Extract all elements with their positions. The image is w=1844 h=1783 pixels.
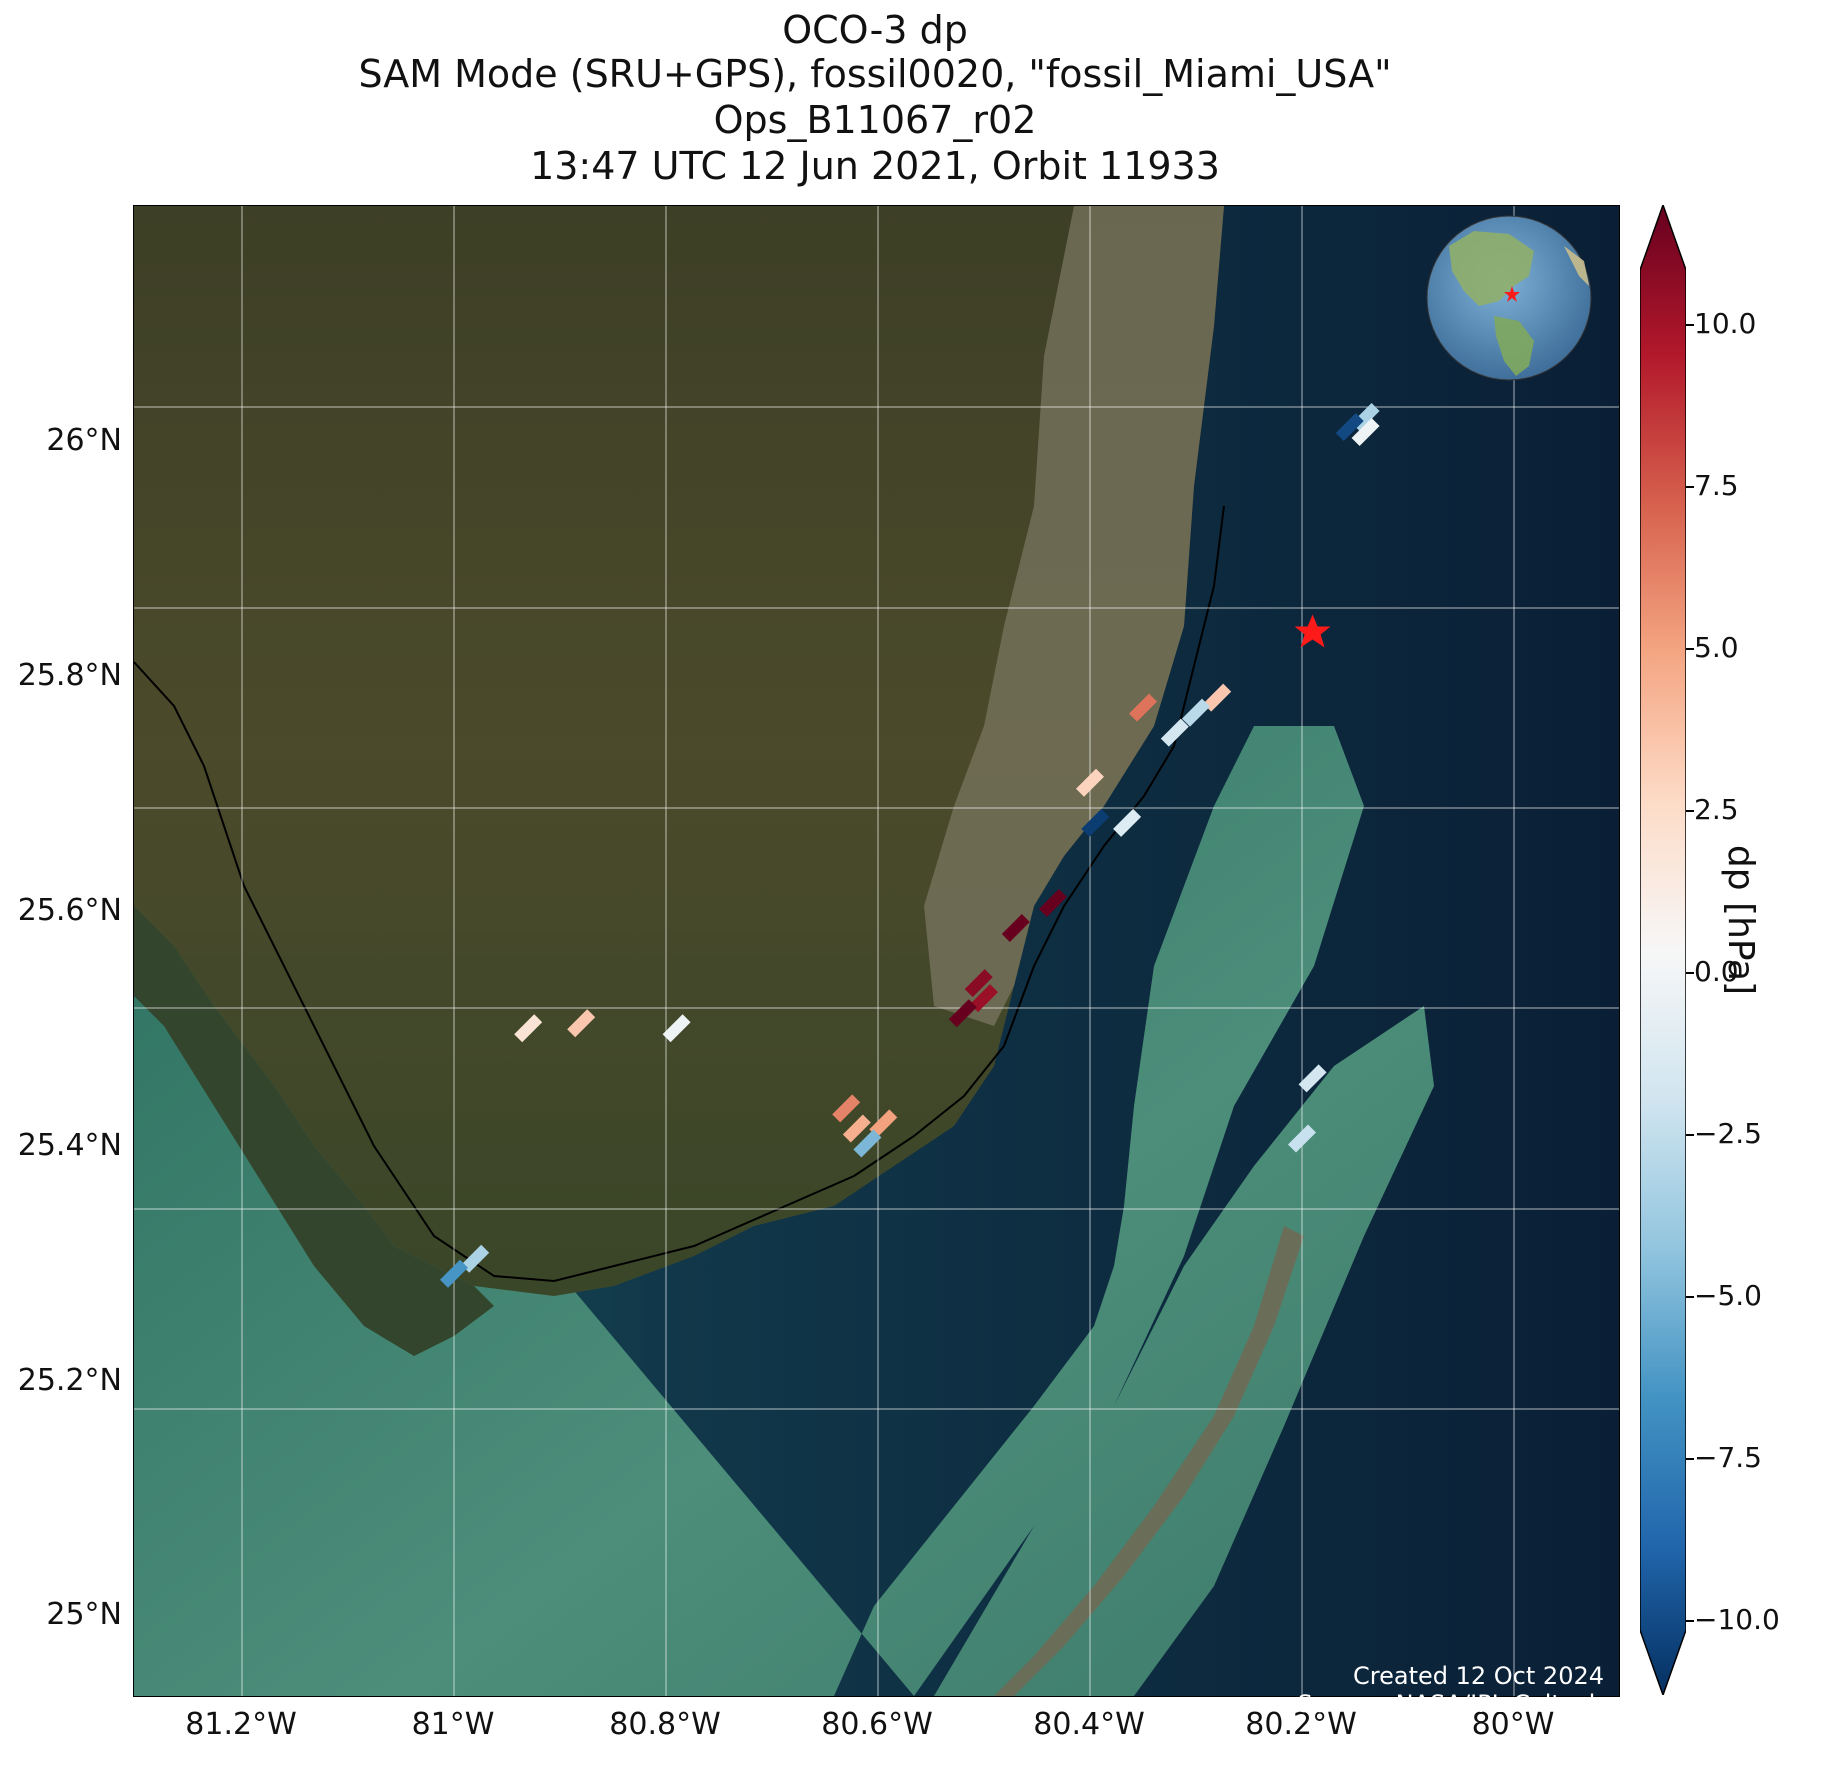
shallow-water (134, 726, 1434, 1696)
colorbar-tick: 5.0 (1694, 631, 1739, 664)
sounding-footprint[interactable] (1076, 768, 1104, 797)
urban-area (924, 206, 1224, 1026)
sounding-footprint[interactable] (970, 984, 998, 1013)
source-credit: Source: NASA/JPL-Caltech (1297, 1690, 1604, 1718)
globe-inset (1426, 215, 1592, 381)
lon-tick-label: 80.4°W (1033, 1707, 1145, 1742)
lat-tick-label: 25.2°N (17, 1363, 122, 1398)
lon-tick-label: 80.8°W (609, 1707, 721, 1742)
sounding-footprint[interactable] (1182, 698, 1210, 727)
colorbar-tick: −10.0 (1694, 1603, 1780, 1636)
lat-tick-label: 25°N (46, 1597, 122, 1632)
sounding-footprint[interactable] (1113, 808, 1142, 837)
gridlines (134, 206, 1619, 1696)
sounding-footprint[interactable] (1129, 693, 1157, 722)
figure-subtitle-mode: SAM Mode (SRU+GPS), fossil0020, "fossil_… (358, 52, 1392, 96)
colorbar-tick: −5.0 (1694, 1279, 1762, 1312)
figure-subtitle-build: Ops_B11067_r02 (713, 98, 1037, 142)
florida-keys (994, 1226, 1304, 1696)
sounding-footprint[interactable] (1038, 888, 1067, 917)
colorbar-label: dp [hPa] (1720, 844, 1761, 996)
lon-tick-label: 80.2°W (1245, 1707, 1357, 1742)
sounding-footprint[interactable] (1160, 718, 1189, 747)
coastline (134, 505, 1225, 1283)
sounding-footprint[interactable] (1335, 413, 1364, 442)
sounding-footprint[interactable] (461, 1244, 490, 1273)
sounding-footprint[interactable] (1288, 1124, 1316, 1153)
sounding-footprint[interactable] (1351, 418, 1380, 447)
lat-tick-label: 25.4°N (17, 1128, 122, 1163)
lon-tick-label: 80.6°W (821, 1707, 933, 1742)
lon-tick-label: 81.2°W (185, 1707, 297, 1742)
sounding-footprint[interactable] (1298, 1064, 1327, 1093)
sounding-footprint[interactable] (964, 969, 993, 998)
sounding-footprint[interactable] (842, 1114, 871, 1143)
credits: Created 12 Oct 2024 Source: NASA/JPL-Cal… (1297, 1662, 1604, 1718)
globe-target-star (1504, 286, 1520, 302)
colorbar-tick: −7.5 (1694, 1441, 1762, 1474)
sounding-footprint[interactable] (853, 1129, 882, 1158)
sounding-footprint[interactable] (514, 1014, 543, 1043)
sounding-footprint[interactable] (948, 999, 977, 1028)
colorbar-tick: 7.5 (1694, 469, 1739, 502)
colorbar-tick: −2.5 (1694, 1117, 1762, 1150)
lat-tick-label: 25.8°N (17, 658, 122, 693)
mainland-florida (134, 206, 1224, 1296)
sounding-footprint[interactable] (440, 1259, 468, 1288)
sounding-footprint[interactable] (832, 1094, 861, 1123)
sounding-footprint[interactable] (567, 1009, 596, 1038)
created-date: Created 12 Oct 2024 (1353, 1662, 1604, 1690)
colorbar-tick: 2.5 (1694, 793, 1739, 826)
sounding-footprint[interactable] (1203, 683, 1232, 712)
lat-tick-label: 25.6°N (17, 893, 122, 928)
target-star-marker[interactable] (1294, 614, 1331, 648)
satellite-map[interactable] (133, 205, 1620, 1697)
colorbar-tick: 10.0 (1694, 307, 1757, 340)
sounding-footprint[interactable] (869, 1109, 898, 1138)
colorbar (1640, 205, 1686, 1695)
colorbar-tick: 0.0 (1694, 955, 1739, 988)
everglades-coast (134, 906, 494, 1356)
sounding-footprint[interactable] (1001, 914, 1030, 943)
sounding-footprint[interactable] (1081, 808, 1110, 837)
lon-tick-label: 80°W (1471, 1707, 1555, 1742)
map-canvas (134, 206, 1619, 1696)
lat-tick-label: 26°N (46, 423, 122, 458)
lon-tick-label: 81°W (411, 1707, 495, 1742)
figure-title: OCO-3 dp (782, 8, 968, 52)
sounding-layer (440, 403, 1380, 1288)
sounding-footprint[interactable] (662, 1014, 691, 1043)
figure-subtitle-time: 13:47 UTC 12 Jun 2021, Orbit 11933 (530, 144, 1220, 188)
